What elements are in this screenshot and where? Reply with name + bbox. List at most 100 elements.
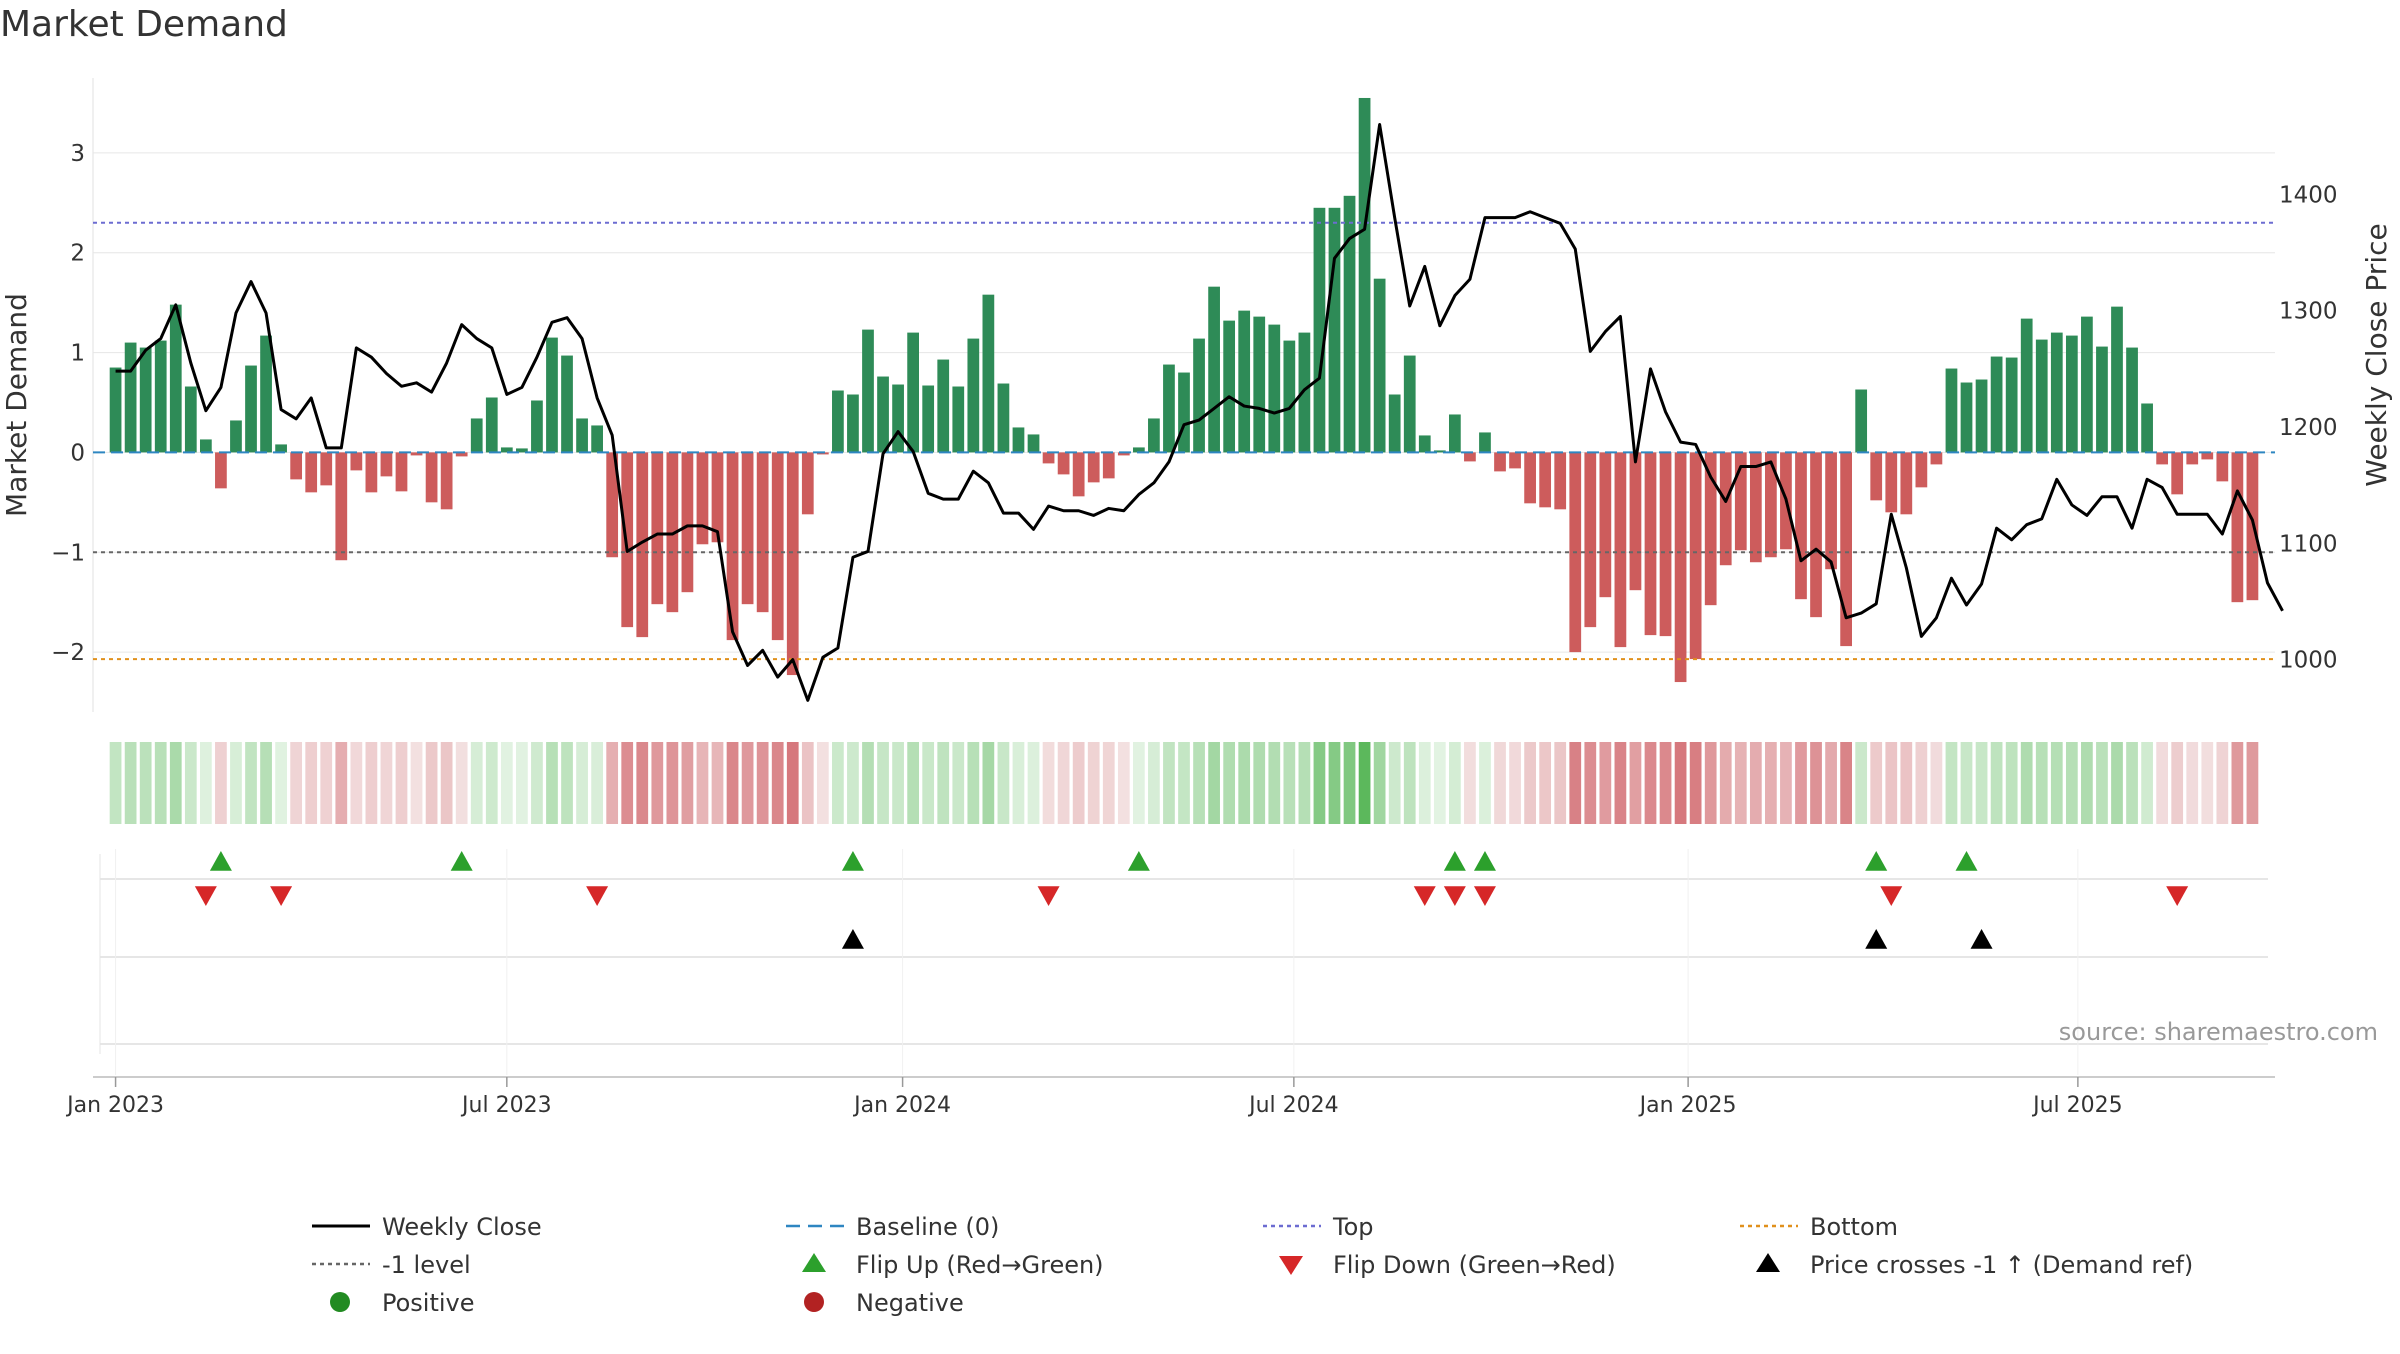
demand-bar [1674,452,1687,683]
legend-item: Positive [330,1289,475,1317]
heat-cell [2216,742,2229,824]
heat-cell [696,742,709,824]
demand-bar [1900,452,1913,515]
demand-bar [1102,452,1115,479]
heat-cell [1433,742,1446,824]
x-tick-label: Jul 2025 [2031,1093,2123,1118]
demand-bar [1449,414,1461,453]
demand-bar [832,390,844,453]
heat-cell [1268,742,1281,824]
flip-down-marker [1473,886,1496,906]
flip-up-marker [1127,851,1150,871]
demand-bar [109,367,122,453]
y-left-tick-label: 0 [70,440,85,466]
demand-bar [199,439,212,453]
heat-cell [1915,742,1928,824]
heat-cell [1960,742,1973,824]
demand-bar [2065,335,2078,453]
heat-cell [576,742,588,824]
demand-bar [1659,452,1672,637]
y-left-tick-label: 2 [70,241,85,267]
demand-bar [1960,382,1973,453]
demand-bar [1825,452,1837,570]
demand-bar [1945,368,1958,453]
legend-swatch [802,1253,826,1272]
demand-bar [516,448,528,453]
heat-cell [1163,742,1175,824]
demand-bar [1840,452,1852,647]
flip-up-marker [841,851,864,871]
demand-bar [1509,452,1521,469]
demand-bar [1810,452,1822,618]
heat-cell [786,742,799,824]
legend-item: Bottom [1740,1213,1898,1241]
heat-cell [1178,742,1190,824]
x-tick-label: Jan 2025 [1638,1093,1737,1118]
heat-cell [365,742,378,824]
y-right-tick-label: 1300 [2279,299,2338,325]
demand-bar [1117,452,1130,456]
flip-up-marker [450,851,473,871]
demand-bar [2035,339,2048,453]
legend-item: Weekly Close [312,1213,542,1241]
heat-cell [651,742,664,824]
flip-down-marker [586,886,609,906]
demand-bar [1343,195,1356,453]
heat-cell [2005,742,2018,824]
heat-cell [771,742,784,824]
demand-bar [1689,452,1702,660]
demand-bar [2156,452,2169,465]
legend-swatch [330,1292,350,1312]
heat-cell [982,742,995,824]
heat-cell [847,742,859,824]
demand-bar [2186,452,2199,465]
demand-bar [561,355,573,453]
demand-bar [245,365,257,453]
demand-bar [215,452,227,489]
y-right-axis-title: Weekly Close Price [2360,223,2393,486]
heat-cell [1734,742,1747,824]
heat-cell [1223,742,1236,824]
heat-cell [621,742,634,824]
heat-cell [892,742,904,824]
heat-cell [2111,742,2123,824]
heat-cell [1614,742,1627,824]
heat-cell [1403,742,1416,824]
demand-bar [1870,452,1883,501]
price-cross-marker [1970,929,1993,949]
demand-bar [1479,432,1491,453]
demand-bar [922,385,935,453]
legend-label: Flip Down (Green→Red) [1333,1251,1616,1279]
heat-cell [1313,742,1326,824]
demand-bar [741,452,754,605]
heat-cell [1780,742,1792,824]
demand-bar [2111,306,2123,453]
heat-cell [546,742,558,824]
demand-bar [546,337,558,453]
heat-cell [2050,742,2063,824]
flip-down-marker [194,886,217,906]
heat-cell [1298,742,1311,824]
demand-bar [1148,418,1160,453]
chart-title: Market Demand [0,4,288,45]
heat-cell [1840,742,1852,824]
heat-cell [485,742,498,824]
flip-down-marker [1037,886,1060,906]
heat-cell [937,742,950,824]
heat-cell [1087,742,1100,824]
heat-cell [1328,742,1341,824]
demand-bar [2081,316,2093,453]
price-cross-marker [1865,929,1888,949]
demand-heat-strip [109,742,2259,824]
legend-label: Price crosses -1 ↑ (Demand ref) [1810,1251,2193,1279]
demand-bar [1373,278,1386,453]
x-tick-label: Jul 2024 [1247,1093,1339,1118]
heat-cell [1584,742,1597,824]
heat-cell [1975,742,1988,824]
heat-cell [1900,742,1913,824]
demand-bar [1298,332,1311,453]
heat-cell [1193,742,1205,824]
heat-cell [1539,742,1552,824]
legend-label: -1 level [382,1251,471,1279]
